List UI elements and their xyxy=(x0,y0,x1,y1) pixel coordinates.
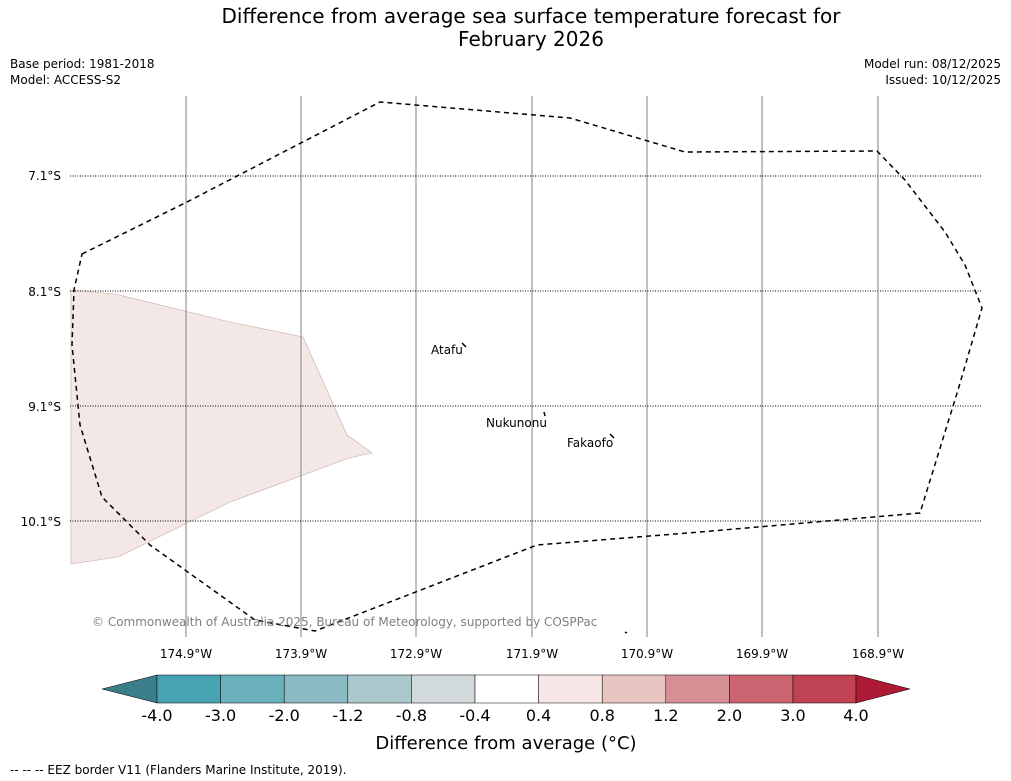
colorbar-segment xyxy=(411,674,476,704)
colorbar-tick: 4.0 xyxy=(843,706,868,725)
colorbar-extend-low xyxy=(101,674,158,704)
meta-left: Base period: 1981-2018 Model: ACCESS-S2 xyxy=(10,56,155,88)
lon-label: 174.9°W xyxy=(160,647,212,661)
colorbar-tick: -4.0 xyxy=(141,706,172,725)
lon-label: 171.9°W xyxy=(506,647,558,661)
colorbar-segment xyxy=(729,674,794,704)
lon-labels: 174.9°W 173.9°W 172.9°W 171.9°W 170.9°W … xyxy=(160,647,904,661)
colorbar-tick: -1.2 xyxy=(332,706,363,725)
colorbar-tick: -0.8 xyxy=(396,706,427,725)
colorbar-segment xyxy=(474,674,539,704)
colorbar-segment xyxy=(665,674,730,704)
colorbar-segment xyxy=(283,674,349,704)
swains-island xyxy=(624,631,628,634)
place-label-nukunonu: Nukunonu xyxy=(486,416,547,430)
atolls xyxy=(461,342,628,634)
lon-label: 170.9°W xyxy=(621,647,673,661)
map-title-line1: Difference from average sea surface temp… xyxy=(221,4,841,28)
model-run: Model run: 08/12/2025 xyxy=(863,57,1001,71)
model-name: Model: ACCESS-S2 xyxy=(10,73,122,87)
lat-labels: 7.1°S 8.1°S 9.1°S 10.1°S xyxy=(21,169,61,529)
atafu-atoll xyxy=(461,342,467,348)
colorbar-segment xyxy=(792,674,857,704)
colorbar-tick: -0.4 xyxy=(459,706,490,725)
lon-label: 169.9°W xyxy=(736,647,788,661)
anomaly-region xyxy=(70,289,373,565)
issued-date: Issued: 10/12/2025 xyxy=(885,73,1001,87)
meta-right: Model run: 08/12/2025 Issued: 10/12/2025 xyxy=(864,56,1001,88)
lon-label: 168.9°W xyxy=(852,647,904,661)
lon-label: 172.9°W xyxy=(390,647,442,661)
lat-label: 9.1°S xyxy=(28,400,61,414)
colorbar-tick: 3.0 xyxy=(780,706,805,725)
colorbar-extend-high xyxy=(855,674,911,704)
map-title-line2: February 2026 xyxy=(458,27,604,51)
colorbar-tick: -2.0 xyxy=(269,706,300,725)
colorbar-segment xyxy=(347,674,412,704)
colorbar-segment xyxy=(220,674,285,704)
eez-footnote: -- -- -- EEZ border V11 (Flanders Marine… xyxy=(10,763,347,777)
lat-label: 7.1°S xyxy=(28,169,61,183)
colorbar-segment xyxy=(156,674,221,704)
colorbar-tick: 2.0 xyxy=(717,706,742,725)
copyright-notice: © Commonwealth of Australia 2025, Bureau… xyxy=(92,615,597,629)
colorbar-segment xyxy=(601,674,667,704)
lat-label: 8.1°S xyxy=(28,285,61,299)
colorbar xyxy=(101,674,911,704)
fakaofo-atoll xyxy=(609,433,615,439)
lat-label: 10.1°S xyxy=(21,515,61,529)
colorbar-label: Difference from average (°C) xyxy=(375,733,636,754)
colorbar-tick: -3.0 xyxy=(205,706,236,725)
lon-label: 173.9°W xyxy=(275,647,327,661)
eez-border xyxy=(71,101,983,632)
place-label-fakaofo: Fakaofo xyxy=(567,436,613,450)
place-labels: Atafu Nukunonu Fakaofo xyxy=(431,343,613,450)
colorbar-tick: 0.4 xyxy=(526,706,551,725)
colorbar-tick: 1.2 xyxy=(653,706,678,725)
base-period: Base period: 1981-2018 xyxy=(10,57,155,71)
map-title: Difference from average sea surface temp… xyxy=(0,5,1011,51)
colorbar-segment xyxy=(538,674,603,704)
colorbar-tick: 0.8 xyxy=(589,706,614,725)
colorbar-ticks: -4.0 -3.0 -2.0 -1.2 -0.8 -0.4 0.4 0.8 1.… xyxy=(141,706,868,725)
nukunonu-atoll xyxy=(543,411,546,417)
place-label-atafu: Atafu xyxy=(431,343,463,357)
